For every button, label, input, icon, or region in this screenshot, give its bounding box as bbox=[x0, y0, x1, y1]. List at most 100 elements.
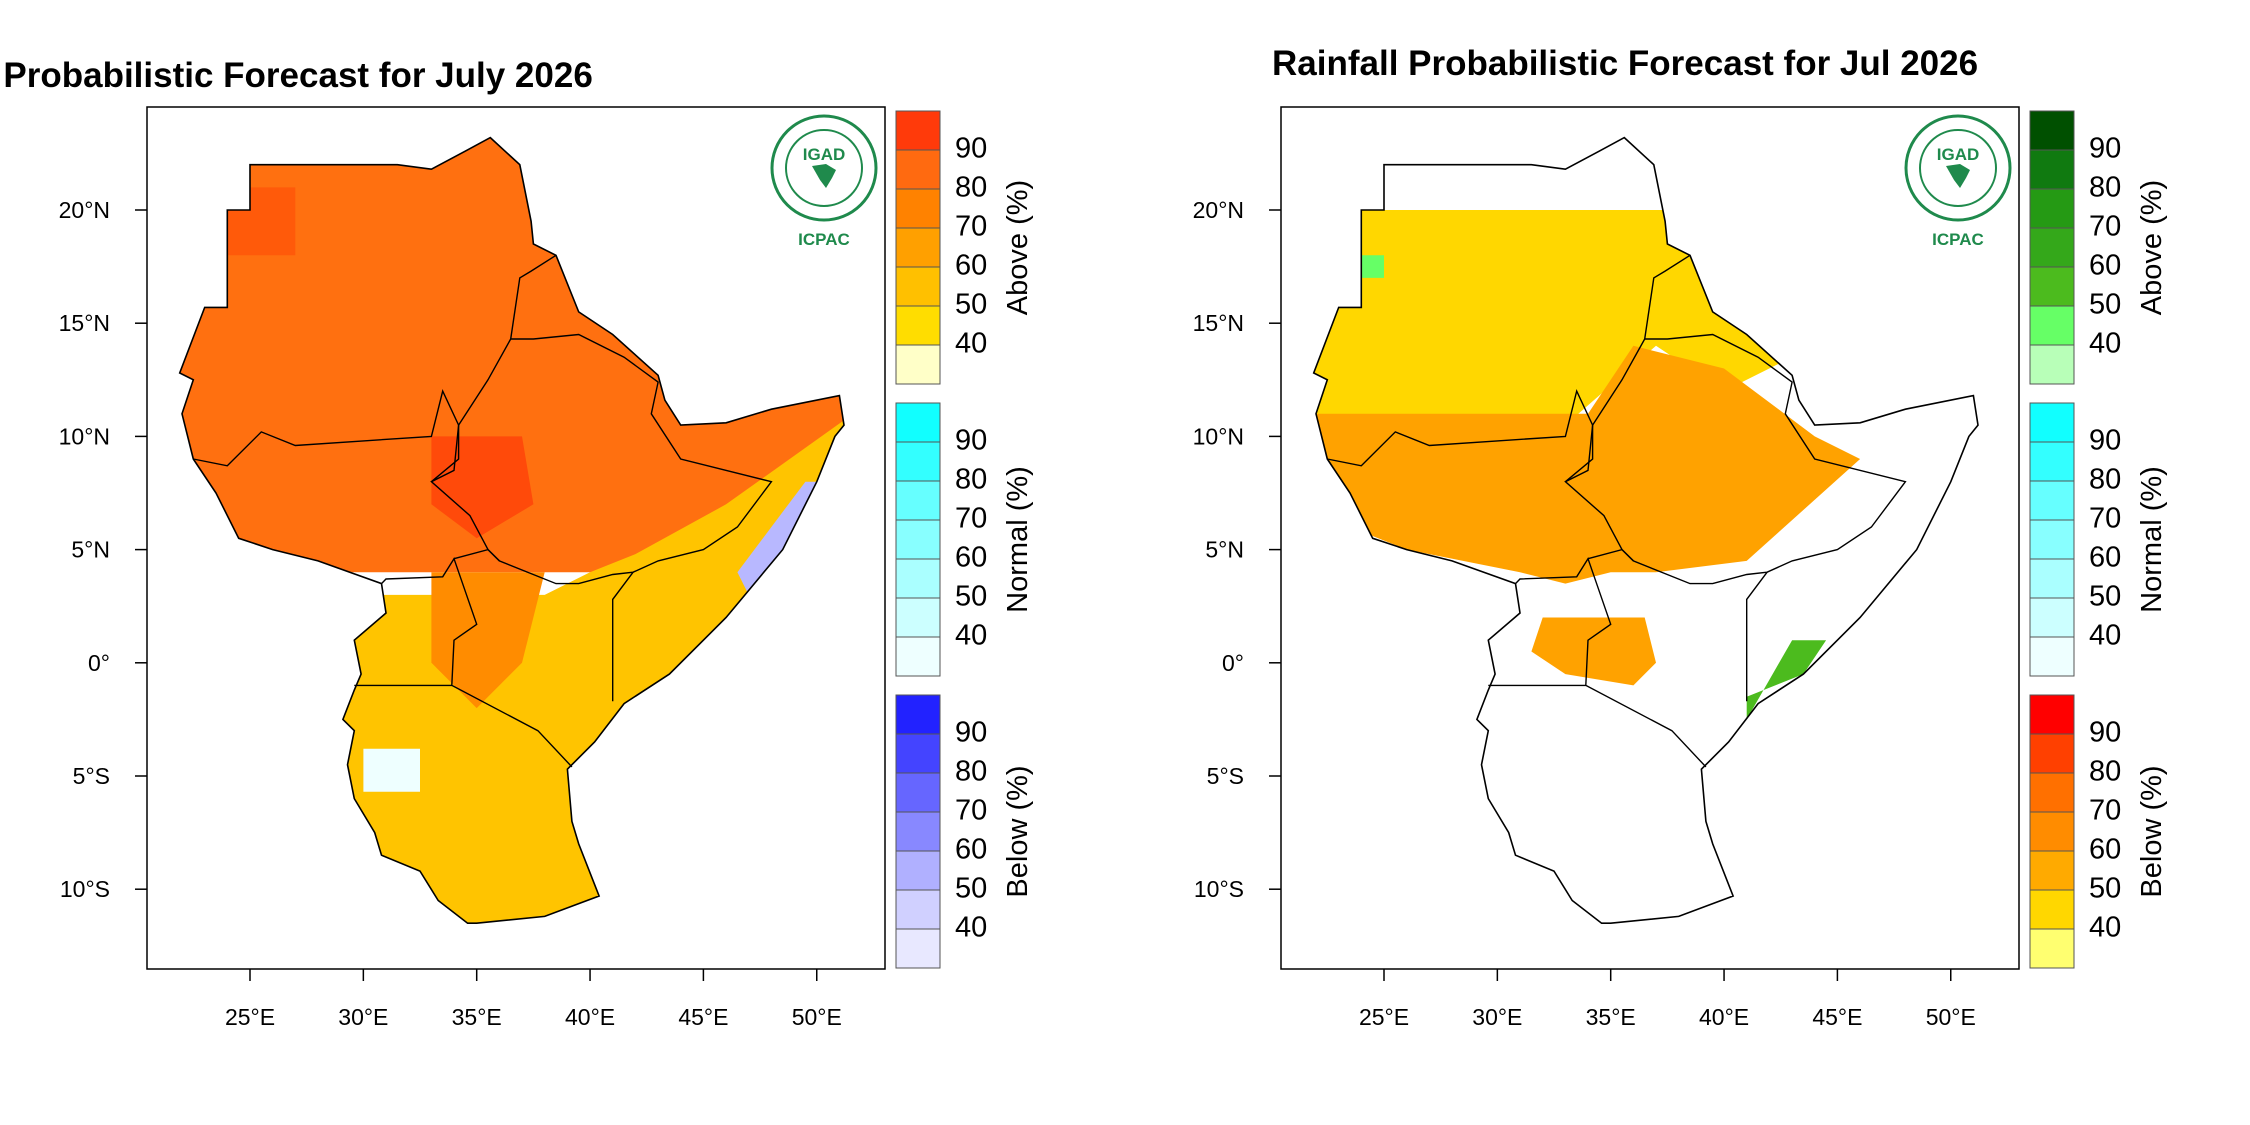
colorbar-level: 80 bbox=[955, 756, 987, 788]
lat-label: 5°S bbox=[1207, 763, 1244, 789]
colorbar-level: 90 bbox=[955, 133, 987, 165]
colorbar-box bbox=[2029, 928, 2075, 969]
colorbar-level: 50 bbox=[955, 289, 987, 321]
colorbar-level: 70 bbox=[2089, 211, 2121, 243]
forecast-area bbox=[227, 187, 296, 256]
colorbar-level: 80 bbox=[2089, 464, 2121, 496]
logo-africa bbox=[812, 164, 836, 188]
colorbar-level: 50 bbox=[955, 581, 987, 613]
colorbar-box bbox=[895, 441, 941, 482]
lat-label: 15°N bbox=[1193, 310, 1244, 336]
country-border bbox=[1745, 571, 1768, 702]
colorbar-level: 70 bbox=[2089, 503, 2121, 535]
forecast-area bbox=[363, 748, 420, 792]
lon-label: 35°E bbox=[452, 1004, 502, 1030]
colorbar-box bbox=[895, 636, 941, 677]
colorbar-level: 60 bbox=[2089, 542, 2121, 574]
colorbar-level: 60 bbox=[2089, 834, 2121, 866]
colorbar-level: 80 bbox=[955, 464, 987, 496]
colorbar-level: 40 bbox=[955, 912, 987, 944]
lat-label: 10°S bbox=[1194, 876, 1244, 902]
colorbar-box bbox=[2029, 441, 2075, 482]
lat-label: 20°N bbox=[1193, 197, 1244, 223]
logo-inner bbox=[1919, 129, 1997, 207]
colorbar-level: 40 bbox=[2089, 328, 2121, 360]
map-frame bbox=[1280, 106, 2020, 970]
colorbar-box bbox=[2029, 266, 2075, 307]
country-border bbox=[1514, 557, 1707, 768]
colorbar-box bbox=[2029, 889, 2075, 930]
colorbar-box bbox=[2029, 811, 2075, 852]
colorbar-box bbox=[895, 772, 941, 813]
lon-label: 50°E bbox=[792, 1004, 842, 1030]
colorbar-box bbox=[2029, 344, 2075, 385]
lat-label: 5°S bbox=[73, 763, 110, 789]
colorbar-box bbox=[2029, 597, 2075, 638]
colorbar-level: 40 bbox=[955, 328, 987, 360]
colorbar-box bbox=[2029, 733, 2075, 774]
map-panel: Temperature Probabilistic Forecast for J… bbox=[0, 56, 1034, 1030]
colorbar-box bbox=[895, 694, 941, 735]
colorbar-title: Above (%) bbox=[2136, 180, 2168, 315]
colorbar-box bbox=[895, 558, 941, 599]
forecast-area bbox=[431, 572, 545, 709]
logo-name: IGAD bbox=[803, 145, 846, 164]
colorbar-box bbox=[2029, 519, 2075, 560]
colorbar-title: Normal (%) bbox=[1002, 466, 1034, 613]
colorbar-box bbox=[2029, 558, 2075, 599]
colorbar-level: 50 bbox=[2089, 581, 2121, 613]
colorbar-box bbox=[2029, 850, 2075, 891]
lat-label: 10°S bbox=[60, 876, 110, 902]
logo-org: ICPAC bbox=[798, 230, 850, 249]
colorbar-level: 70 bbox=[2089, 795, 2121, 827]
colorbar-level: 80 bbox=[955, 172, 987, 204]
map-frame bbox=[146, 106, 886, 970]
colorbar-level: 50 bbox=[2089, 873, 2121, 905]
colorbar-level: 90 bbox=[955, 425, 987, 457]
country-border bbox=[1587, 548, 1634, 562]
colorbar-level: 50 bbox=[2089, 289, 2121, 321]
forecast-area bbox=[1531, 617, 1656, 686]
lon-label: 30°E bbox=[338, 1004, 388, 1030]
colorbar-box bbox=[895, 110, 941, 151]
country-border bbox=[453, 548, 500, 562]
colorbar-level: 90 bbox=[955, 717, 987, 749]
colorbar-level: 80 bbox=[2089, 756, 2121, 788]
lon-label: 25°E bbox=[225, 1004, 275, 1030]
forecast-area bbox=[1313, 345, 1861, 584]
logo-inner bbox=[785, 129, 863, 207]
country-border bbox=[380, 557, 573, 768]
colorbar-box bbox=[895, 519, 941, 560]
colorbar-box bbox=[895, 928, 941, 969]
colorbar-box bbox=[895, 402, 941, 443]
logo-org: ICPAC bbox=[1932, 230, 1984, 249]
region-outline bbox=[178, 136, 845, 925]
colorbar-box bbox=[2029, 227, 2075, 268]
colorbar-box bbox=[895, 227, 941, 268]
forecast-area bbox=[1313, 210, 1815, 426]
lat-label: 10°N bbox=[59, 423, 110, 449]
lat-label: 5°N bbox=[71, 537, 110, 563]
colorbar-box bbox=[2029, 402, 2075, 443]
country-border bbox=[510, 254, 557, 340]
colorbar-level: 60 bbox=[955, 542, 987, 574]
colorbar-box bbox=[895, 480, 941, 521]
country-border bbox=[1644, 254, 1691, 340]
lat-label: 0° bbox=[88, 650, 110, 676]
colorbar-box bbox=[895, 889, 941, 930]
lon-label: 40°E bbox=[565, 1004, 615, 1030]
colorbar-box bbox=[895, 266, 941, 307]
lat-label: 5°N bbox=[1205, 537, 1244, 563]
fill-layer bbox=[179, 137, 844, 924]
colorbar-box bbox=[895, 188, 941, 229]
colorbar-title: Below (%) bbox=[2136, 765, 2168, 897]
colorbar-level: 90 bbox=[2089, 717, 2121, 749]
colorbar-level: 70 bbox=[955, 503, 987, 535]
lon-label: 25°E bbox=[1359, 1004, 1409, 1030]
colorbar-level: 40 bbox=[2089, 912, 2121, 944]
region-outline bbox=[1312, 136, 1979, 925]
colorbar-level: 40 bbox=[955, 620, 987, 652]
colorbar-level: 90 bbox=[2089, 133, 2121, 165]
country-border bbox=[193, 389, 460, 483]
